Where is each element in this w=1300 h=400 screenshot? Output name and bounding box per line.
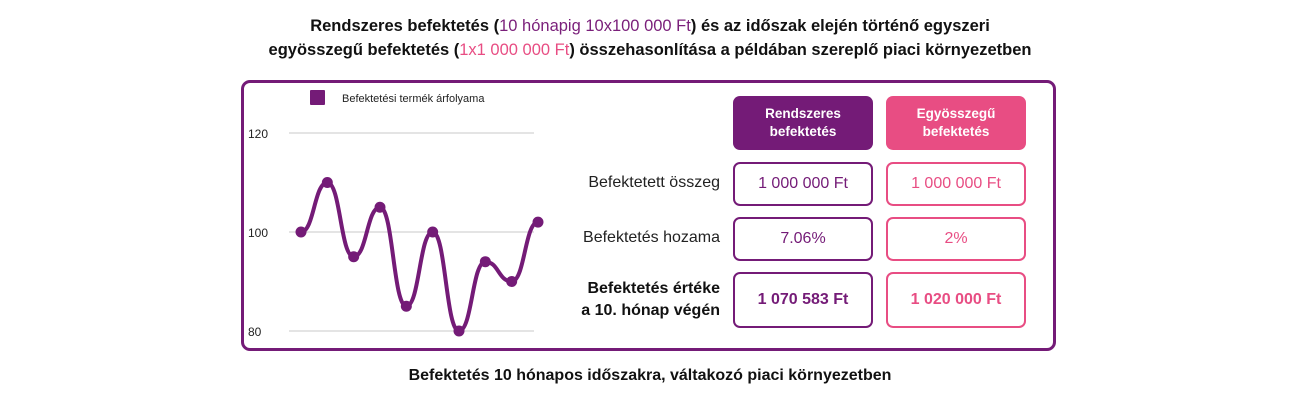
data-point [374,201,386,213]
header-regular-label: Rendszeres befektetés [765,106,841,139]
row-label-final-value-line1: Befektetés értéke [587,280,720,297]
legend-swatch [310,90,325,105]
row-label-final-value: Befektetés értéke a 10. hónap végén [540,278,720,322]
cell-regular-return: 7.06% [733,217,873,261]
data-point [295,226,307,238]
title-text: ) és az időszak elején történő egyszeri [690,17,990,35]
cell-lump-invested: 1 000 000 Ft [886,162,1026,206]
legend-label: Befektetési termék árfolyama [342,93,485,105]
data-point [532,216,544,228]
title-highlight-lump: 1x1 000 000 Ft [459,41,570,59]
data-point [427,226,439,238]
price-line-chart: 120 100 80 Befektetési termék árfolyama [248,90,544,339]
title-line-1: Rendszeres befektetés (10 hónapig 10x100… [0,14,1300,38]
title-highlight-regular: 10 hónapig 10x100 000 Ft [499,17,691,35]
header-regular: Rendszeres befektetés [733,96,873,150]
y-tick-label: 120 [248,127,268,141]
title-text: egyösszegű befektetés ( [268,41,460,59]
comparison-frame [241,80,1056,351]
y-tick-label: 100 [248,226,268,240]
title-line-2: egyösszegű befektetés (1x1 000 000 Ft) ö… [0,38,1300,62]
header-lump-label: Egyösszegű befektetés [916,106,996,139]
data-point [479,256,491,268]
cell-regular-final-value: 1 070 583 Ft [733,272,873,328]
row-label-return: Befektetés hozama [583,229,720,246]
cell-lump-return: 2% [886,217,1026,261]
title-text: Rendszeres befektetés ( [310,17,500,35]
data-point [506,276,518,287]
series-line [299,180,540,334]
chart-caption: Befektetés 10 hónapos időszakra, váltako… [408,367,892,384]
data-point [400,300,412,312]
data-point [348,251,360,263]
data-point [453,325,465,337]
data-point [321,177,333,188]
y-tick-label: 80 [248,325,262,339]
cell-regular-invested: 1 000 000 Ft [733,162,873,206]
header-lump: Egyösszegű befektetés [886,96,1026,150]
row-label-invested: Befektetett összeg [588,174,720,191]
cell-lump-final-value: 1 020 000 Ft [886,272,1026,328]
title-text: ) összehasonlítása a példában szereplő p… [569,41,1032,59]
row-label-final-value-line2: a 10. hónap végén [581,302,720,319]
page-title: Rendszeres befektetés (10 hónapig 10x100… [0,14,1300,62]
